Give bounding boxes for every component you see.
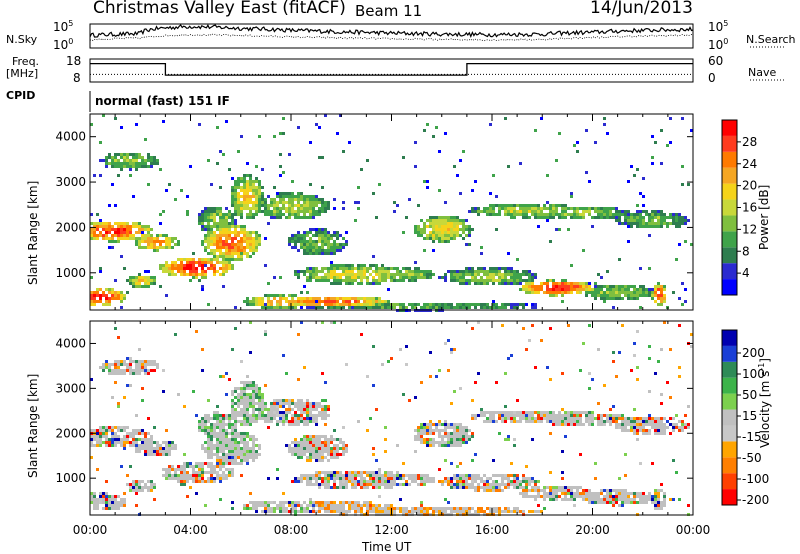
velocity-colorbar-swatch [722,489,737,505]
velocity-colorbar-tick-label: -15 [742,430,762,444]
power-colorbar-swatch [722,151,737,168]
velocity-colorbar-swatch [722,409,737,426]
velocity-colorbar-tick-label: -200 [742,493,769,507]
velocity-panel-ytick-label: 4000 [55,336,86,350]
velocity-panel-ytick-label: 3000 [55,381,86,395]
x-tick-label: 12:00 [374,523,409,537]
power-colorbar-tick-label: 4 [742,266,750,280]
noise-left-tick-bottom: 100 [53,37,74,52]
velocity-colorbar-tick-label: -50 [742,451,762,465]
velocity-colorbar-tick-label: 200 [742,346,765,360]
nsearch-label: N.Search [746,33,796,46]
velocity-colorbar-frame [721,329,738,506]
velocity-colorbar-tick-label: 100 [742,367,765,381]
x-tick-label: 04:00 [173,523,208,537]
beam-label: Beam 11 [355,2,423,20]
noise-right-tick-bottom: 100 [708,37,729,52]
freq-unit-label: [MHz] [6,67,39,80]
velocity-colorbar-swatch [722,473,737,490]
velocity-colorbar-swatch [722,441,737,458]
x-tick-label: 00:00 [73,523,108,537]
velocity-colorbar-tick-label: 50 [742,388,757,402]
freq-right-tick-top: 60 [708,54,724,68]
nave-label: Nave [748,66,777,79]
power-colorbar-tick-label: 12 [742,222,757,236]
freq-label: Freq. [12,55,40,68]
velocity-panel-ytick-label: 1000 [55,471,86,485]
power-panel-ytick-label: 2000 [55,220,86,234]
freq-left-tick-bottom: 8 [73,71,81,85]
power-panel-ytick-label: 3000 [55,175,86,189]
power-colorbar-tick-label: 8 [742,244,750,258]
power-colorbar-tick-label: 20 [742,179,757,193]
power-colorbar-swatch [722,215,737,232]
power-colorbar-swatch [722,263,737,280]
velocity-colorbar-swatch [722,345,737,362]
freq-line [90,62,693,76]
nsky-line [89,24,694,38]
cpid-text: normal (fast) 151 IF [95,94,230,108]
chart-title: Christmas Valley East (fitACF) [93,0,346,18]
freq-right-tick-bottom: 0 [708,71,716,85]
power-colorbar-swatch [722,183,737,200]
power-colorbar-swatch [722,135,737,152]
power-colorbar-tick-label: 28 [742,135,757,149]
freq-panel-frame [89,58,694,83]
freq-left-tick-top: 18 [66,54,82,68]
noise-left-tick-top: 105 [53,19,74,34]
velocity-panel-pixels [90,321,693,516]
velocity-colorbar-tick-label: 15 [742,409,757,423]
power-panel-ytick-label: 1000 [55,266,86,280]
velocity-colorbar-swatch [722,377,737,394]
velocity-colorbar-swatch [722,330,737,346]
velocity-colorbar-swatch [722,457,737,474]
x-tick-label: 00:00 [676,523,711,537]
x-tick-label: 16:00 [475,523,510,537]
cpid-label: CPID [6,89,36,102]
velocity-panel-ytick-label: 2000 [55,426,86,440]
velocity-colorbar-swatch [722,393,737,410]
power-colorbar-tick-label: 24 [742,157,757,171]
velocity-colorbar-swatch [722,361,737,378]
date-label: 14/Jun/2013 [590,0,693,18]
power-panel-pixels [90,114,693,312]
power-colorbar-swatch [722,279,737,295]
power-colorbar-swatch [722,247,737,264]
velocity-colorbar-swatch [722,425,737,442]
x-axis-label: Time UT [362,540,412,554]
nsky-label: N.Sky [6,33,38,46]
velocity-colorbar-tick-label: -100 [742,472,769,486]
power-colorbar-tick-label: 16 [742,201,757,215]
nsearch-line [89,33,694,42]
x-tick-label: 08:00 [274,523,309,537]
power-colorbar-swatch [722,167,737,184]
power-colorbar-swatch [722,231,737,248]
power-panel-ytick-label: 4000 [55,130,86,144]
power-colorbar-swatch [722,120,737,136]
x-tick-label: 20:00 [575,523,610,537]
power-colorbar-swatch [722,199,737,216]
noise-right-tick-top: 105 [708,19,729,34]
noise-panel-frame [89,23,694,49]
